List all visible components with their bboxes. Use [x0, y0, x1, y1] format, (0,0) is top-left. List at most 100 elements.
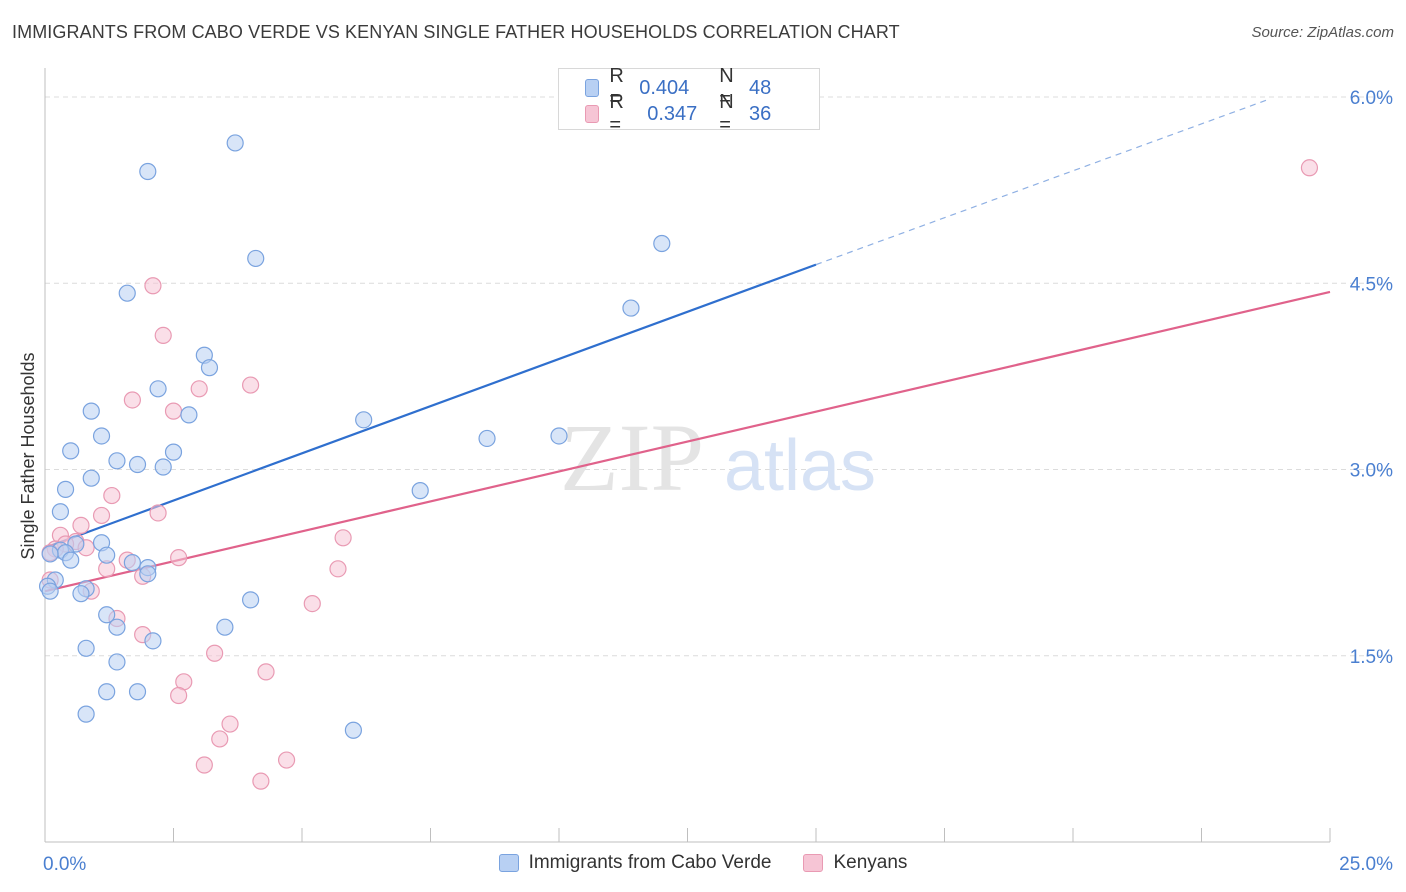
point-cabo-verde — [98, 546, 116, 564]
point-kenyans — [92, 506, 111, 525]
point-cabo-verde — [82, 469, 100, 487]
legend-label: Immigrants from Cabo Verde — [528, 852, 772, 873]
r-label: R = — [609, 91, 624, 136]
legend-swatch-blue — [498, 854, 519, 872]
point-cabo-verde — [180, 406, 198, 424]
x-tick-label: 25.0% — [1339, 854, 1393, 875]
point-kenyans — [257, 663, 275, 681]
point-cabo-verde — [344, 721, 362, 739]
point-cabo-verde — [200, 359, 219, 377]
legend-row-cabo-verde: R = 0.404 N = 48 — [585, 65, 819, 110]
point-kenyans — [123, 391, 141, 409]
point-kenyans — [103, 486, 121, 505]
r-value: 0.347 — [647, 102, 698, 125]
trend-lines — [44, 98, 1331, 593]
grid-lines — [45, 96, 1395, 657]
point-kenyans — [252, 772, 270, 790]
legend-swatch-pink — [803, 854, 824, 872]
point-cabo-verde — [550, 427, 568, 445]
y-tick-label: 6.0% — [1350, 88, 1393, 109]
trend-line-kenyans — [44, 290, 1331, 593]
point-kenyans — [190, 380, 208, 398]
legend-item-kenyans: Kenyans — [803, 852, 907, 874]
n-label: N = — [719, 91, 734, 136]
point-cabo-verde — [82, 402, 100, 420]
tick-labels: 1.5% 3.0% 4.5% 6.0% 0.0% 25.0% — [43, 88, 1393, 875]
point-cabo-verde — [118, 284, 136, 302]
legend-item-cabo-verde: Immigrants from Cabo Verde — [498, 852, 772, 874]
point-kenyans — [195, 756, 213, 774]
y-axis-label: Single Father Households — [18, 352, 38, 559]
point-cabo-verde — [154, 458, 172, 476]
point-cabo-verde — [226, 134, 244, 152]
point-cabo-verde — [139, 162, 157, 181]
point-kenyans — [303, 594, 321, 613]
y-tick-label: 4.5% — [1350, 274, 1393, 295]
point-cabo-verde — [242, 591, 260, 609]
series-legend: Immigrants from Cabo Verde Kenyans — [0, 852, 1406, 874]
source-label: Source: ZipAtlas.com — [1251, 24, 1394, 41]
point-cabo-verde — [216, 618, 234, 636]
point-cabo-verde — [62, 442, 80, 460]
point-cabo-verde — [77, 705, 95, 723]
watermark-atlas: atlas — [724, 426, 876, 506]
point-cabo-verde — [139, 565, 157, 583]
n-label: N = — [719, 65, 734, 110]
r-label: R = — [609, 65, 624, 110]
point-cabo-verde — [144, 632, 162, 650]
point-cabo-verde — [77, 639, 95, 657]
point-kenyans — [72, 516, 90, 534]
point-kenyans — [206, 644, 224, 662]
legend-row-kenyans: R = 0.347 N = 36 — [585, 91, 819, 136]
point-cabo-verde — [149, 380, 167, 398]
axes — [44, 68, 1331, 843]
correlation-legend: R = 0.404 N = 48 R = 0.347 N = 36 — [558, 65, 820, 136]
point-cabo-verde — [62, 551, 80, 569]
point-kenyans — [329, 560, 347, 578]
watermark-zip: ZIP — [560, 404, 704, 511]
point-cabo-verde — [123, 554, 141, 572]
point-cabo-verde — [411, 482, 429, 500]
point-cabo-verde — [128, 455, 147, 474]
point-kenyans — [170, 549, 188, 567]
trend-line-cabo-verde — [44, 263, 817, 549]
point-cabo-verde — [98, 683, 116, 701]
x-tick-label: 0.0% — [43, 854, 86, 875]
point-cabo-verde — [108, 618, 126, 636]
point-cabo-verde — [653, 234, 671, 253]
point-kenyans — [334, 529, 352, 547]
point-cabo-verde — [98, 606, 116, 624]
n-value: 36 — [749, 102, 772, 125]
point-cabo-verde — [164, 443, 183, 461]
point-kenyans — [170, 686, 188, 705]
point-cabo-verde — [128, 683, 147, 701]
point-cabo-verde — [108, 653, 126, 671]
point-cabo-verde — [72, 585, 90, 603]
point-kenyans — [154, 326, 172, 344]
data-points — [38, 134, 1319, 790]
point-kenyans — [242, 376, 260, 394]
chart-title: IMMIGRANTS FROM CABO VERDE VS KENYAN SIN… — [12, 22, 900, 42]
legend-swatch-pink — [585, 105, 600, 123]
r-value: 0.404 — [639, 76, 690, 99]
point-cabo-verde — [247, 249, 265, 268]
point-cabo-verde — [56, 480, 75, 498]
legend-swatch-blue — [585, 79, 600, 97]
point-kenyans — [144, 277, 162, 295]
trend-line-extrapolated — [815, 98, 1269, 266]
watermark: ZIP atlas — [560, 404, 876, 511]
point-cabo-verde — [92, 427, 111, 445]
point-kenyans — [221, 715, 239, 733]
point-kenyans — [149, 504, 167, 522]
legend-label: Kenyans — [833, 852, 908, 873]
point-kenyans — [164, 402, 183, 420]
point-cabo-verde — [41, 545, 59, 563]
point-cabo-verde — [355, 411, 373, 429]
point-cabo-verde — [622, 299, 640, 317]
point-kenyans — [1300, 159, 1319, 177]
point-kenyans — [277, 751, 296, 769]
point-cabo-verde — [108, 452, 126, 470]
point-kenyans — [211, 730, 229, 748]
point-cabo-verde — [478, 429, 496, 448]
